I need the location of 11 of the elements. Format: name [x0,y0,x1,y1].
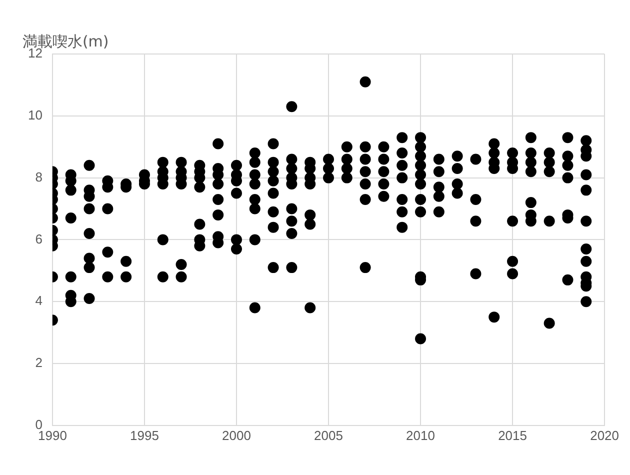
y-tick-label: 10 [28,107,42,122]
y-tick-label: 2 [35,355,42,370]
x-tick-label: 2000 [222,428,251,443]
x-tick-label: 2015 [498,428,527,443]
x-tick-label: 2005 [314,428,343,443]
y-tick-label: 8 [35,169,42,184]
y-tick-label: 6 [35,231,42,246]
x-tick-label: 2020 [590,428,619,443]
x-tick-label: 2010 [406,428,435,443]
y-tick-label: 4 [35,293,42,308]
x-tick-label: 1995 [130,428,159,443]
